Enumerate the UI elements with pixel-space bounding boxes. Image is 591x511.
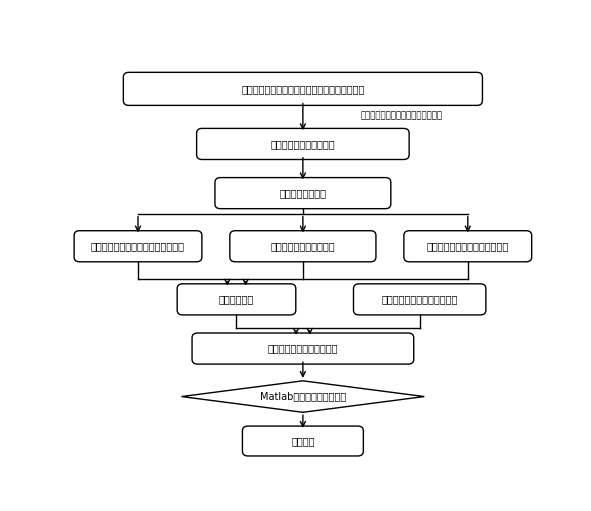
- Text: 建立变压器微分磁路模型: 建立变压器微分磁路模型: [271, 241, 335, 251]
- FancyBboxPatch shape: [124, 73, 482, 105]
- FancyBboxPatch shape: [230, 230, 376, 262]
- Text: 三相三柱变压器绕组联接形式: 三相三柱变压器绕组联接形式: [382, 294, 458, 305]
- FancyBboxPatch shape: [192, 333, 414, 364]
- FancyBboxPatch shape: [197, 128, 409, 159]
- Text: 铁芯微分磁通与回路微分磁通关系式: 铁芯微分磁通与回路微分磁通关系式: [91, 241, 185, 251]
- Polygon shape: [181, 381, 424, 412]
- Text: 非线性电阻表征变压器铁芯涡流拟耗: 非线性电阻表征变压器铁芯涡流拟耗: [360, 111, 442, 120]
- FancyBboxPatch shape: [404, 230, 532, 262]
- FancyBboxPatch shape: [215, 178, 391, 208]
- FancyBboxPatch shape: [353, 284, 486, 315]
- FancyBboxPatch shape: [242, 426, 363, 456]
- Text: Matlab数值算法求解方程组: Matlab数值算法求解方程组: [260, 391, 346, 402]
- Text: 目标变量: 目标变量: [291, 436, 314, 446]
- Text: 基于微分磁路原理: 基于微分磁路原理: [280, 188, 326, 198]
- Text: 三相三柱变压器电路模型: 三相三柱变压器电路模型: [271, 139, 335, 149]
- Text: 微分电感矩阵: 微分电感矩阵: [219, 294, 254, 305]
- Text: 基于三相三柱变压器铁芯拓扑结构及变压器参数: 基于三相三柱变压器铁芯拓扑结构及变压器参数: [241, 84, 365, 94]
- FancyBboxPatch shape: [177, 284, 296, 315]
- Text: 三相三柱变压器组电路模型: 三相三柱变压器组电路模型: [268, 343, 338, 354]
- FancyBboxPatch shape: [74, 230, 202, 262]
- Text: 微分磁链与回路微分磁通关系式: 微分磁链与回路微分磁通关系式: [427, 241, 509, 251]
